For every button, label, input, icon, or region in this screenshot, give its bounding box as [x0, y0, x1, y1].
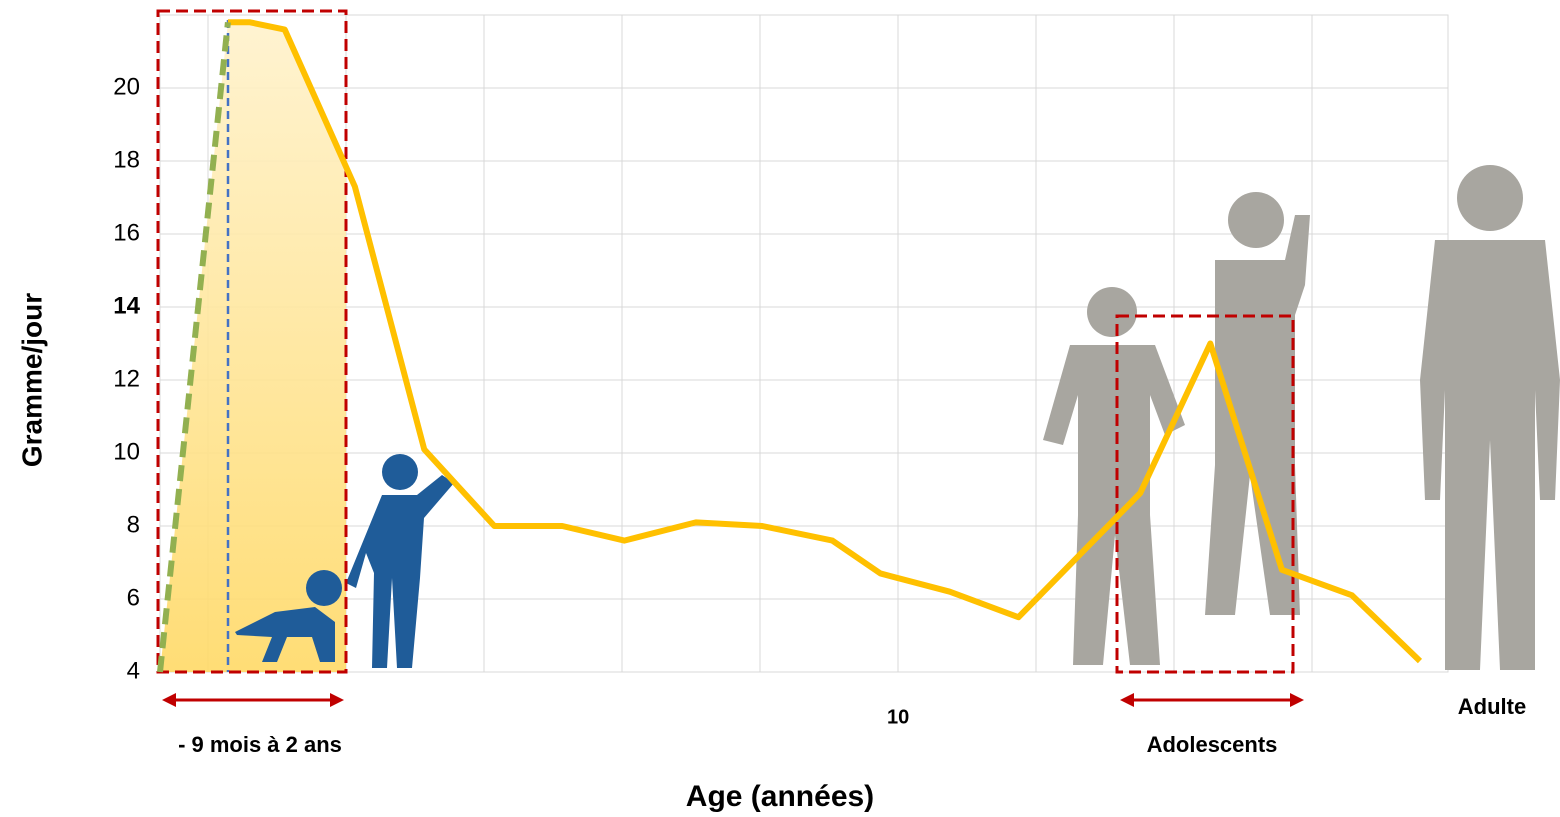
y-axis-title: Gramme/jour — [16, 293, 47, 467]
data-line — [227, 19, 1423, 664]
x-axis-title: Age (années) — [686, 780, 874, 813]
data-line — [157, 21, 231, 673]
highlight-box — [156, 9, 1295, 674]
range-arrows — [162, 693, 1304, 707]
annotation: Adulte — [1458, 694, 1526, 719]
y-tick-label: 16 — [113, 219, 140, 246]
y-tick-label: 8 — [127, 511, 140, 538]
highlight-area — [160, 22, 346, 672]
silhouettes — [1043, 165, 1560, 670]
y-tick-label: 18 — [113, 146, 140, 173]
annotation: - 9 mois à 2 ans — [178, 732, 342, 757]
y-tick-label: 6 — [127, 584, 140, 611]
y-tick-label: 10 — [113, 438, 140, 465]
annotation: Adolescents — [1147, 732, 1278, 757]
y-tick-label: 12 — [113, 365, 140, 392]
x-tick-label: 10 — [887, 706, 909, 728]
y-tick-label: 20 — [113, 73, 140, 100]
y-tick-label: 14 — [113, 292, 140, 319]
y-tick-label: 4 — [127, 657, 140, 684]
child-silhouettes — [235, 454, 454, 668]
